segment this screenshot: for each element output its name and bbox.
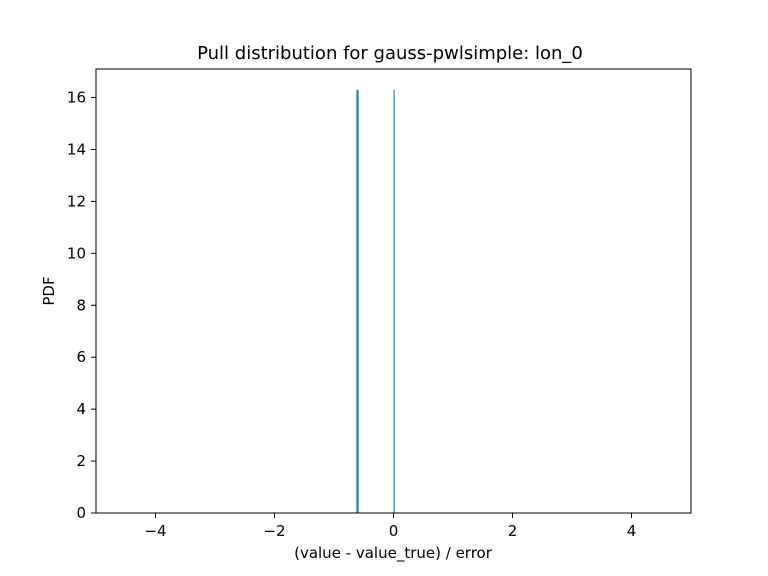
y-tick-label: 8 [76, 296, 86, 314]
y-tick-label: 12 [67, 192, 86, 210]
y-tick-label: 14 [67, 140, 86, 158]
histogram-bar [393, 89, 395, 514]
x-axis-label: (value - value_true) / error [294, 544, 493, 563]
x-tick-label: −2 [263, 522, 285, 540]
y-tick-label: 16 [67, 89, 86, 107]
y-axis: 0 2 4 6 8 10 12 14 16 [67, 89, 96, 522]
y-axis-label: PDF [40, 276, 58, 305]
histogram-bar [356, 89, 359, 514]
x-tick-label: 4 [627, 522, 637, 540]
y-tick-label: 4 [76, 400, 86, 418]
chart-title: Pull distribution for gauss-pwlsimple: l… [197, 43, 583, 64]
y-tick-label: 6 [76, 348, 86, 366]
y-tick-label: 2 [76, 452, 86, 470]
x-tick-label: −4 [144, 522, 166, 540]
x-axis: −4 −2 0 2 4 [144, 513, 636, 540]
x-tick-label: 2 [508, 522, 518, 540]
y-tick-label: 0 [76, 504, 86, 522]
plot-frame [95, 68, 692, 514]
histogram-bars [356, 89, 395, 514]
x-tick-label: 0 [389, 522, 399, 540]
y-tick-label: 10 [67, 244, 86, 262]
